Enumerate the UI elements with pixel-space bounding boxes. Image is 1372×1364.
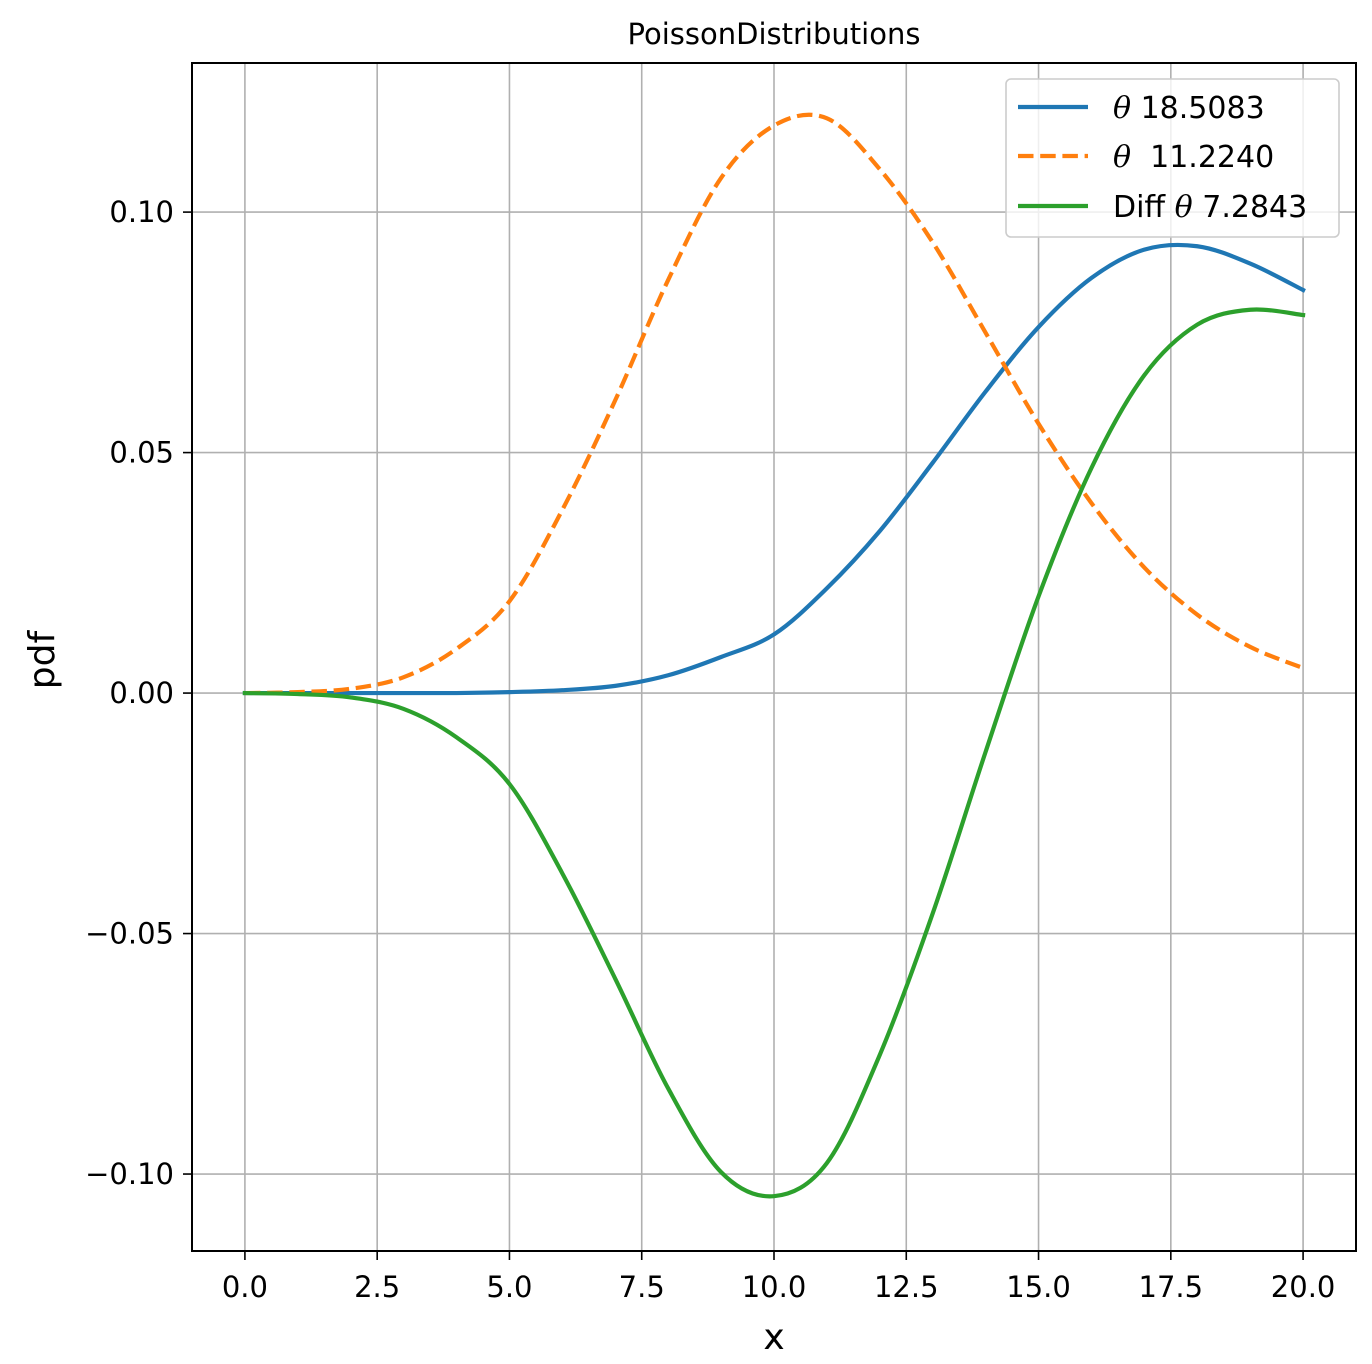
chart-title: PoissonDistributions	[628, 17, 921, 51]
series-line-diff-theta-7-2843	[242, 307, 1306, 1199]
legend-label-prefix: Diff	[1113, 190, 1175, 225]
y-tick-label: 0.10	[109, 195, 174, 229]
y-tick-label: −0.05	[85, 917, 174, 951]
legend-theta-symbol: θ	[1113, 91, 1131, 126]
x-tick-label: 12.5	[874, 1270, 939, 1304]
x-tick-label: 20.0	[1271, 1270, 1336, 1304]
y-axis-label: pdf	[22, 629, 63, 689]
legend-label-value: 18.5083	[1131, 91, 1265, 126]
x-tick-label: 7.5	[619, 1270, 665, 1304]
legend-entry-diff-theta-7-2843: Diff θ 7.2843	[1113, 190, 1307, 225]
x-tick-label: 5.0	[486, 1270, 532, 1304]
legend-label-value: 7.2843	[1193, 190, 1308, 225]
x-tick-label: 17.5	[1139, 1270, 1204, 1304]
x-tick-label: 0.0	[222, 1270, 268, 1304]
series-line-theta-18-5083	[242, 242, 1306, 696]
legend-entry-theta-18-5083: θ 18.5083	[1113, 91, 1265, 126]
series-line-theta-11-2240	[244, 112, 1304, 696]
legend-theta-symbol: θ	[1113, 140, 1131, 175]
legend-label-value: 11.2240	[1131, 140, 1274, 175]
x-tick-label: 15.0	[1006, 1270, 1071, 1304]
x-tick-label: 10.0	[742, 1270, 807, 1304]
y-tick-label: 0.00	[109, 676, 174, 710]
x-tick-label: 2.5	[354, 1270, 400, 1304]
legend-box	[1005, 78, 1340, 238]
x-axis-label: x	[763, 1317, 784, 1358]
ticks: 0.0 2.5 5.0 7.5 10.0 12.5 15.0 17.5 20.0 −0.10 −0.…	[85, 195, 1335, 1304]
grid	[192, 63, 1356, 1251]
y-tick-label: −0.10	[85, 1157, 174, 1191]
legend-entry-theta-11-2240: θ 11.2240	[1113, 140, 1274, 175]
series-layer	[242, 112, 1306, 1199]
y-tick-label: 0.05	[109, 436, 174, 470]
legend-theta-symbol: θ	[1175, 190, 1193, 225]
